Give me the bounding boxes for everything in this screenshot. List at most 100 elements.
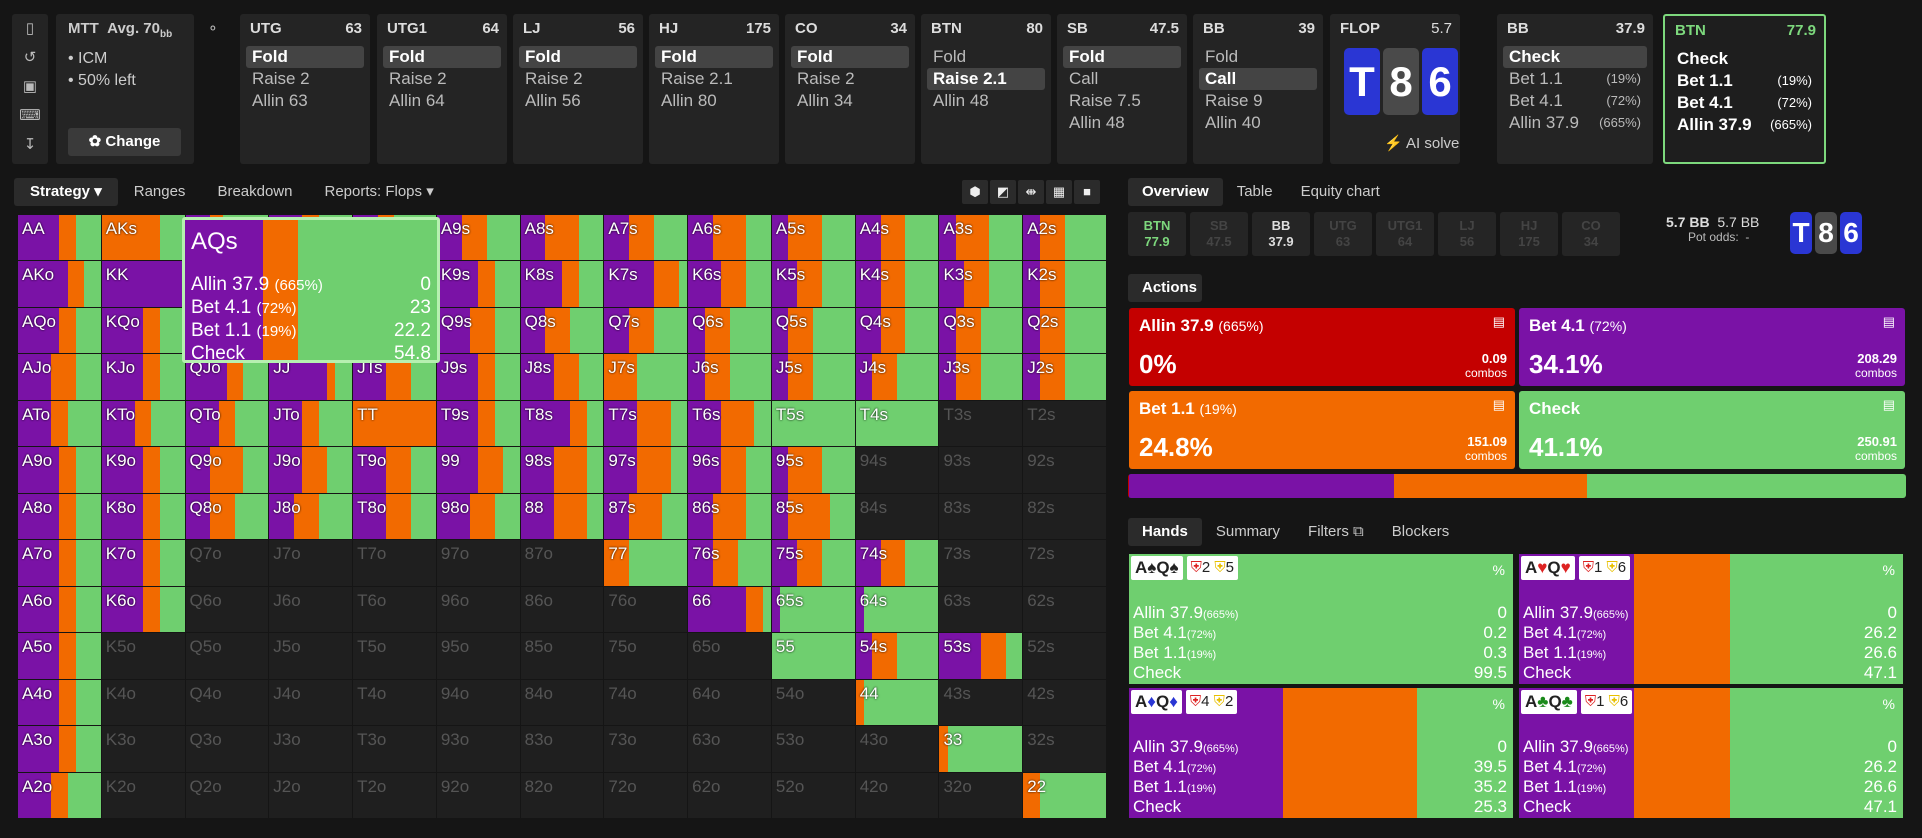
tab-summary[interactable]: Summary	[1215, 523, 1281, 540]
hand-cell[interactable]: T4o	[353, 679, 436, 726]
tab-table[interactable]: Table	[1236, 183, 1273, 200]
seat-utg1[interactable]: UTG1 64	[1376, 212, 1434, 256]
seat-co[interactable]: CO 34	[1562, 212, 1620, 256]
hand-cell[interactable]: 64s	[855, 586, 939, 633]
hand-cell[interactable]: J6s	[688, 354, 771, 400]
hand-cell[interactable]: 65o	[688, 633, 771, 679]
action-box-bet-small[interactable]: Bet 1.1 (19%) ▤ 24.8% 151.09 combos	[1129, 391, 1515, 469]
action-option[interactable]: Call	[1069, 69, 1099, 88]
hand-cell[interactable]: KTo	[101, 400, 185, 447]
action-option[interactable]: Allin 34	[797, 91, 853, 110]
cube-icon[interactable]: ⬢	[962, 180, 988, 204]
ai-solve-button[interactable]: ⚡ AI solve	[1384, 135, 1460, 152]
hand-cell[interactable]: T3s	[939, 400, 1023, 447]
hand-cell[interactable]: AJo	[18, 354, 101, 400]
hand-cell[interactable]: ATo	[18, 400, 101, 447]
hand-cell[interactable]: Q8o	[185, 493, 269, 540]
flop-panel[interactable]: FLOP 5.7 T 8 6	[1330, 14, 1460, 164]
hand-cell[interactable]: Q3o	[185, 726, 269, 772]
hand-cell[interactable]: A5s	[771, 215, 855, 261]
hand-cell[interactable]: 87o	[520, 540, 604, 586]
hand-cell[interactable]: T4s	[855, 400, 939, 447]
tab-overview[interactable]: Overview	[1128, 178, 1223, 206]
tab-strategy[interactable]: Strategy ▾	[14, 178, 118, 206]
hand-cell[interactable]: 65s	[771, 586, 855, 633]
action-option[interactable]: Allin 56	[525, 91, 581, 110]
hand-cell[interactable]: 93o	[436, 726, 520, 772]
hand-cell[interactable]: 82s	[1023, 493, 1106, 540]
hand-cell[interactable]: 73o	[604, 726, 688, 772]
hand-cell[interactable]: 99	[436, 447, 520, 493]
hand-combo-card[interactable]: A♠Q♠ ⛨2 ⛨5% Allin 37.9(665%) 0 Bet 4.1(72%) 0…	[1129, 554, 1513, 684]
seat-btn[interactable]: BTN 77.9	[1128, 212, 1186, 256]
hand-cell[interactable]: A7o	[18, 540, 101, 586]
hand-cell[interactable]: T2s	[1023, 400, 1106, 447]
action-option[interactable]: Allin 63	[252, 91, 308, 110]
hand-cell[interactable]: 62o	[688, 772, 771, 818]
hand-cell[interactable]: Q4s	[855, 307, 939, 354]
hand-cell[interactable]: T8s	[520, 400, 604, 447]
hand-cell[interactable]: J7s	[604, 354, 688, 400]
hand-cell[interactable]: A9s	[436, 215, 520, 261]
hand-cell[interactable]: 43o	[855, 726, 939, 772]
action-option[interactable]: Check	[1677, 49, 1729, 68]
position-co[interactable]: CO 34 Fold Raise 2 Allin 34	[785, 14, 915, 164]
hand-cell[interactable]: T9o	[353, 447, 436, 493]
hand-cell[interactable]: KJo	[101, 354, 185, 400]
hand-cell[interactable]: Q3s	[939, 307, 1023, 354]
square-icon[interactable]: ■	[1074, 180, 1100, 204]
hand-cell[interactable]: 33	[939, 726, 1023, 772]
hand-cell[interactable]: J6o	[269, 586, 353, 633]
action-option[interactable]: Bet 4.1 (72%)	[1677, 93, 1812, 112]
hand-cell[interactable]: 94o	[436, 679, 520, 726]
hand-cell[interactable]: KK	[101, 261, 185, 307]
hand-cell[interactable]: 72s	[1023, 540, 1106, 586]
bookmark-icon[interactable]: ▯	[25, 20, 35, 37]
action-option[interactable]: Raise 7.5	[1069, 91, 1141, 110]
tab-ranges[interactable]: Ranges	[133, 183, 186, 200]
report-icon[interactable]: ▤	[1882, 314, 1895, 329]
action-option[interactable]: Raise 2	[797, 69, 855, 88]
hand-cell[interactable]: Q6o	[185, 586, 269, 633]
hand-cell[interactable]: K8o	[101, 493, 185, 540]
hand-cell[interactable]: 95o	[436, 633, 520, 679]
hand-cell[interactable]: JTo	[269, 400, 353, 447]
hand-cell[interactable]: 76o	[604, 586, 688, 633]
hand-cell[interactable]: J5s	[771, 354, 855, 400]
action-option[interactable]: Raise 2	[252, 69, 310, 88]
hand-cell[interactable]: 83o	[520, 726, 604, 772]
hand-cell[interactable]: T6o	[353, 586, 436, 633]
action-option[interactable]: Raise 9	[1205, 91, 1263, 110]
tab-hands[interactable]: Hands	[1128, 518, 1202, 546]
seat-bb[interactable]: BB 37.9	[1252, 212, 1310, 256]
link-icon[interactable]: ⚬	[207, 20, 219, 36]
hand-cell[interactable]: 97s	[604, 447, 688, 493]
tab-reports-flops[interactable]: Reports: Flops ▾	[324, 183, 434, 200]
hand-cell[interactable]: 22	[1023, 772, 1106, 818]
hand-cell[interactable]: K9s	[436, 261, 520, 307]
hand-cell[interactable]: QTo	[185, 400, 269, 447]
action-option[interactable]: Fold	[246, 46, 364, 68]
position-btn[interactable]: BTN 80 Fold Raise 2.1 Allin 48	[921, 14, 1051, 164]
action-option[interactable]: Allin 37.9 (665%)	[1509, 113, 1641, 132]
report-icon[interactable]: ▤	[1492, 397, 1505, 412]
hand-cell[interactable]: J7o	[269, 540, 353, 586]
hand-cell[interactable]: T5o	[353, 633, 436, 679]
hand-cell[interactable]: 77	[604, 540, 688, 586]
action-option[interactable]: Bet 1.1 (19%)	[1509, 69, 1641, 88]
contrast-icon[interactable]: ◩	[990, 180, 1016, 204]
action-option[interactable]: Raise 2.1	[927, 68, 1045, 90]
position-hj[interactable]: HJ 175 Fold Raise 2.1 Allin 80	[649, 14, 779, 164]
hand-cell[interactable]: A8s	[520, 215, 604, 261]
hand-cell[interactable]: Q2s	[1023, 307, 1106, 354]
hand-cell[interactable]: J8o	[269, 493, 353, 540]
hand-cell[interactable]: 32o	[939, 772, 1023, 818]
action-option[interactable]: Allin 37.9 (665%)	[1677, 115, 1812, 134]
compress-icon[interactable]: ⇼	[1018, 180, 1044, 204]
hand-cell[interactable]: T6s	[688, 400, 771, 447]
action-option[interactable]: Fold	[1063, 46, 1181, 68]
hand-cell[interactable]: 97o	[436, 540, 520, 586]
hand-cell[interactable]: Q6s	[688, 307, 771, 354]
hand-cell[interactable]: A8o	[18, 493, 101, 540]
hand-cell[interactable]: 74s	[855, 540, 939, 586]
